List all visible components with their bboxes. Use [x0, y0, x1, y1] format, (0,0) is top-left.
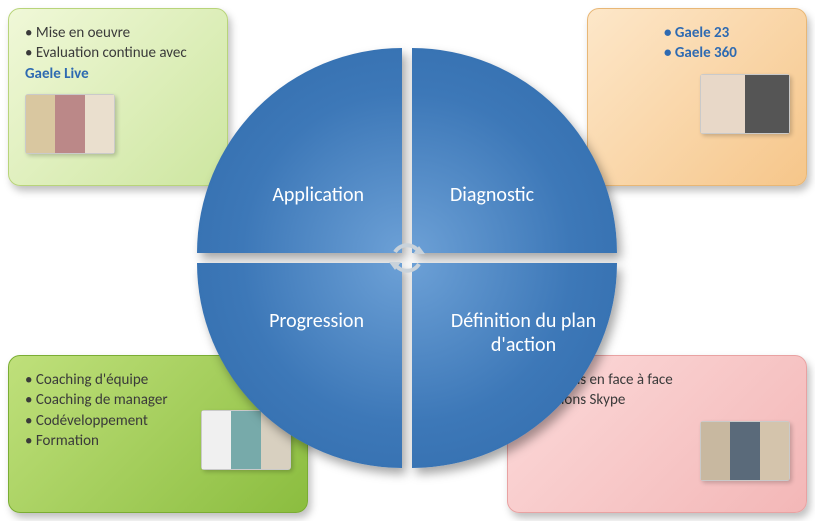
list-item: Evaluation continue avec Gaele Live — [25, 43, 211, 84]
card-diagnostic-list: Gaele 23 Gaele 360 — [604, 23, 790, 64]
typing-laptop-photo-icon — [700, 74, 790, 134]
interview-photo-icon — [700, 421, 790, 481]
list-item: Mise en oeuvre — [25, 23, 211, 43]
quadrant-label: Diagnostic — [450, 183, 534, 207]
list-item: Coaching d'équipe — [25, 370, 191, 390]
list-item: Coaching de manager — [25, 390, 191, 410]
quadrant-label: Progression — [269, 309, 364, 333]
list-item: Codéveloppement — [25, 411, 191, 431]
quadrant-label: Application — [272, 183, 364, 207]
list-item: Gaele 23 — [664, 23, 790, 43]
card-application: Mise en oeuvre Evaluation continue avec … — [8, 8, 228, 186]
link-gaele-live[interactable]: Gaele Live — [25, 65, 89, 83]
card-diagnostic: Gaele 23 Gaele 360 — [587, 8, 807, 186]
card-application-list: Mise en oeuvre Evaluation continue avec … — [25, 23, 211, 84]
quadrant-label: Définition du plan d'action — [450, 309, 597, 357]
list-item: Formation — [25, 431, 191, 451]
list-item: Gaele 360 — [664, 43, 790, 63]
card-progression-list: Coaching d'équipe Coaching de manager Co… — [25, 370, 191, 470]
meeting-photo-icon — [25, 94, 115, 154]
